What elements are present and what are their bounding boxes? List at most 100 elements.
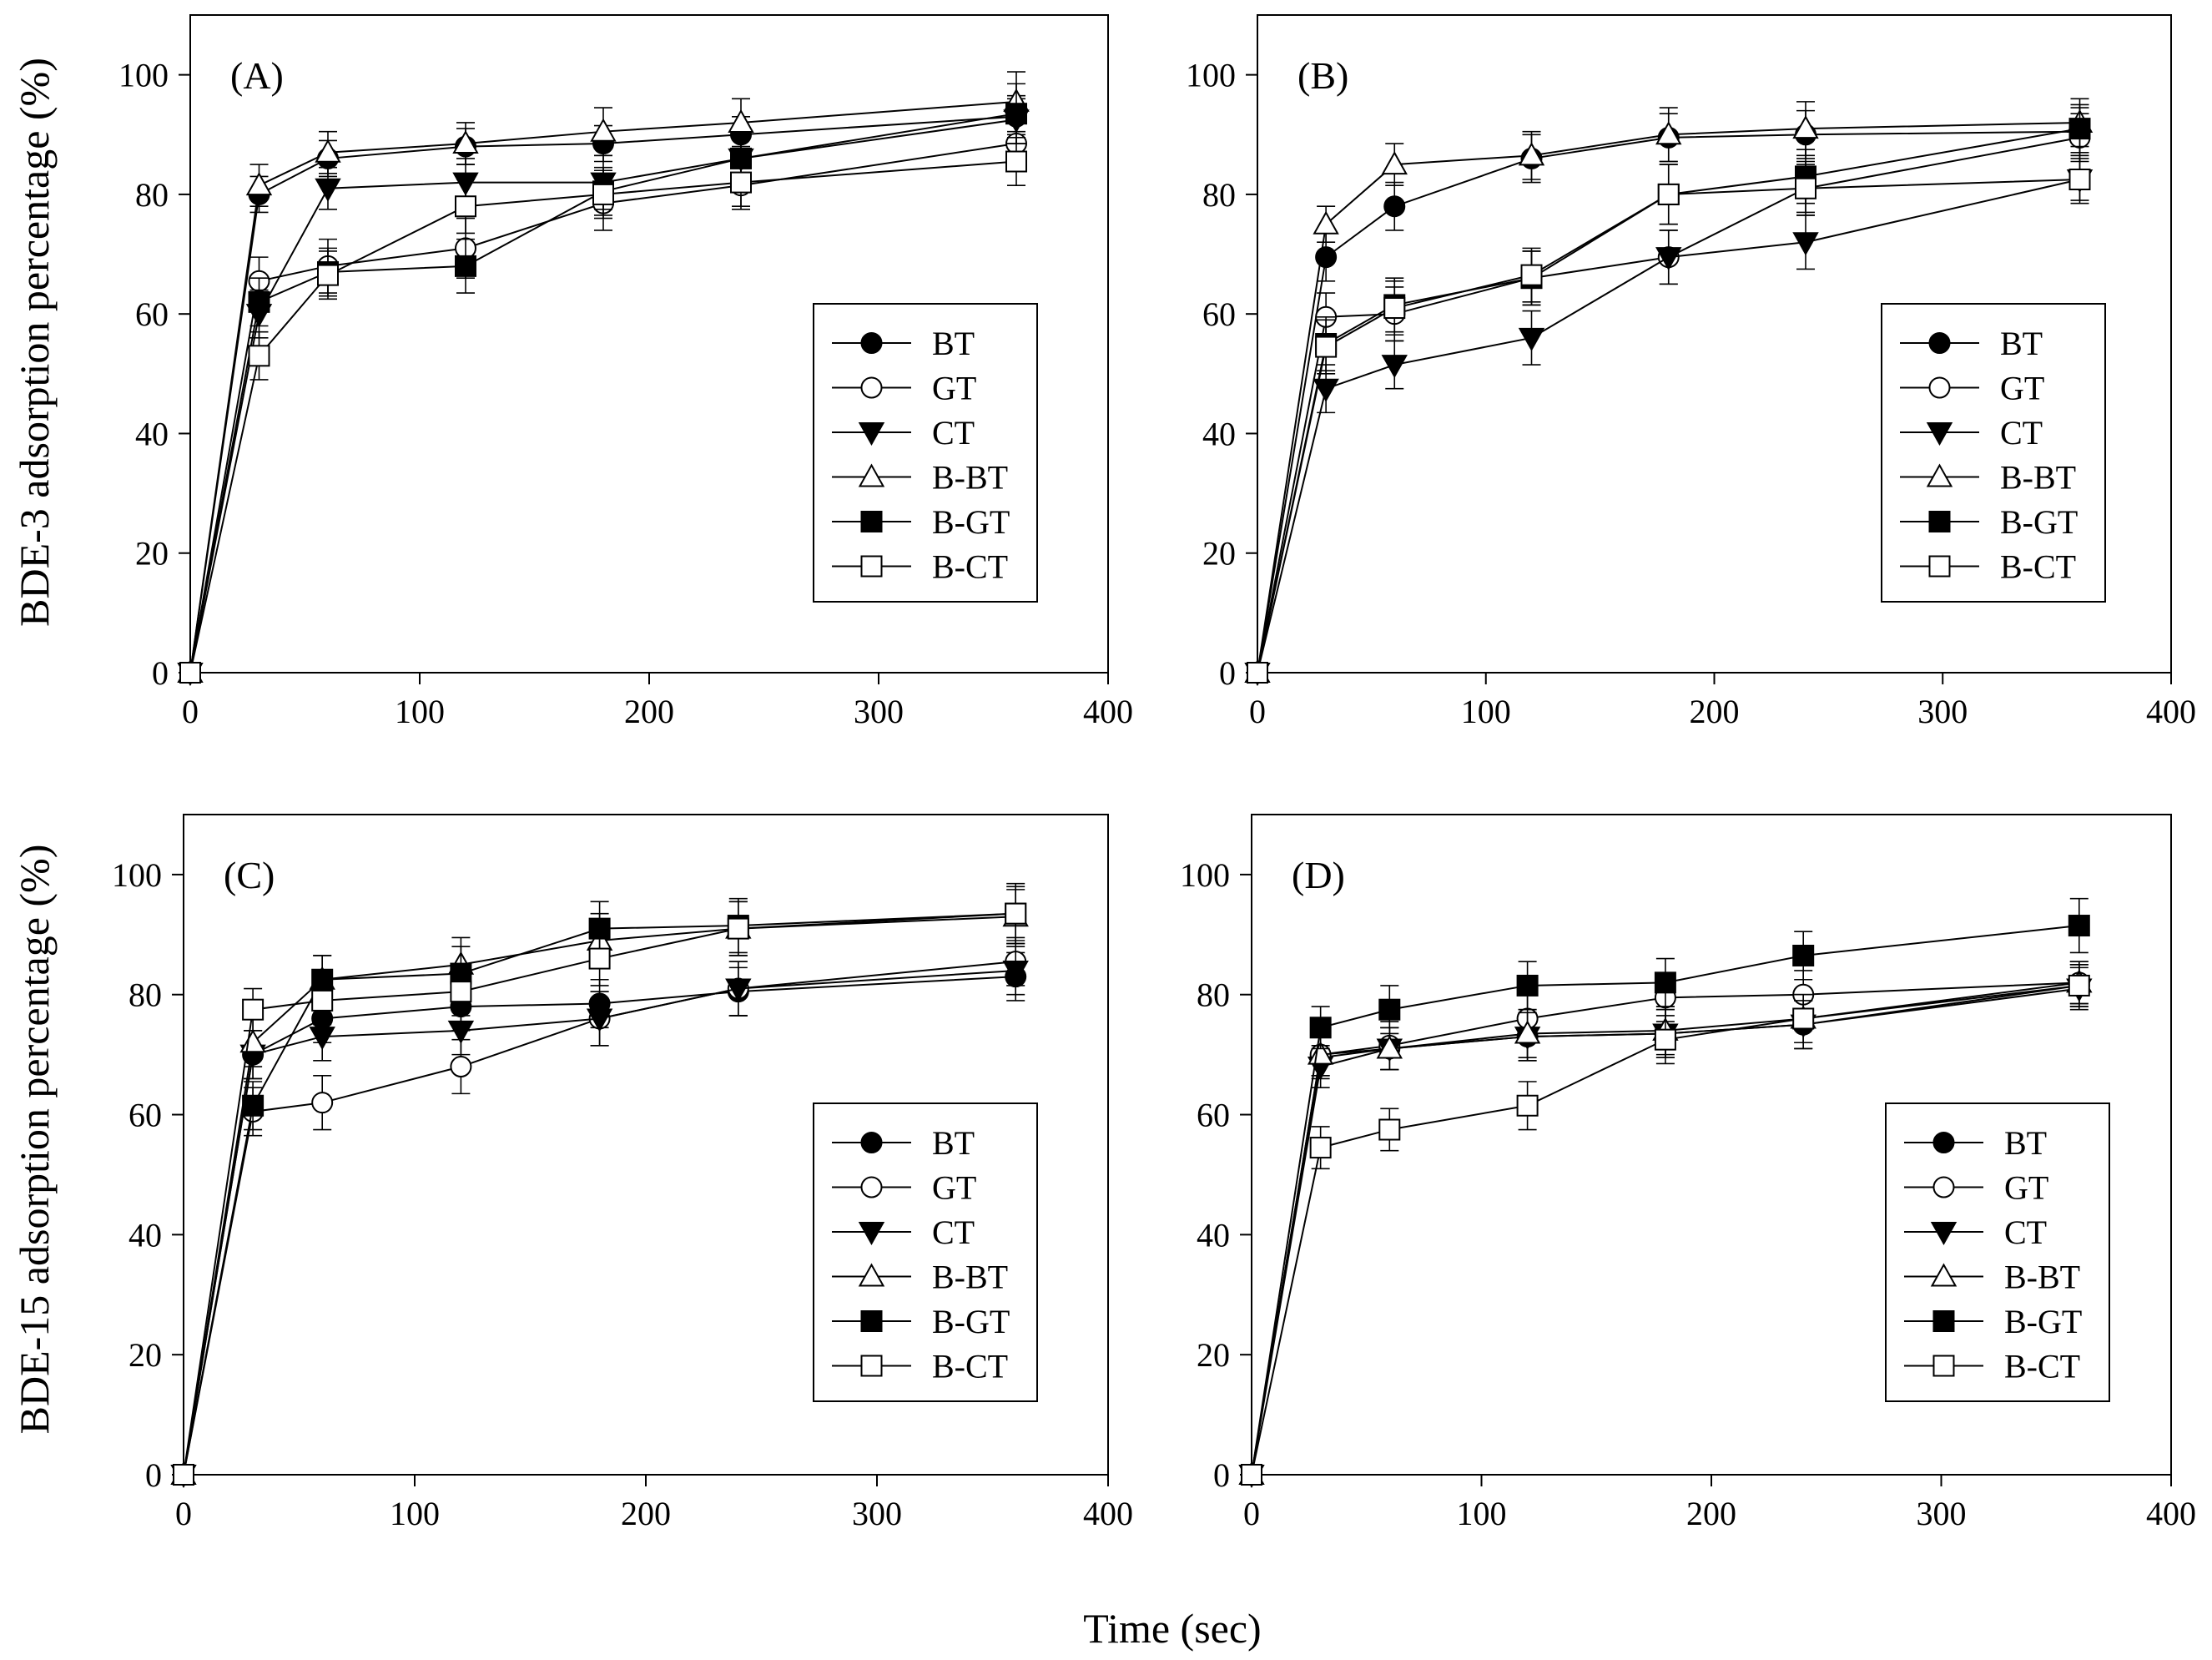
legend-marker — [1928, 555, 1951, 578]
legend-marker — [1930, 1222, 1958, 1246]
data-point — [2068, 974, 2090, 997]
data-point — [1241, 1464, 1262, 1486]
x-tick-label: 200 — [1690, 693, 1740, 730]
legend-label: CT — [2000, 414, 2043, 452]
legend-marker — [860, 1355, 883, 1377]
legend-label: B-CT — [932, 1348, 1008, 1385]
y-tick-label: 80 — [128, 976, 162, 1014]
series-b-ct — [1241, 963, 2090, 1486]
data-point — [1514, 1020, 1541, 1044]
x-tick-label: 200 — [624, 693, 674, 730]
x-tick-label: 0 — [1243, 1495, 1260, 1532]
panel-label: (C) — [224, 854, 275, 896]
data-point — [1002, 960, 1029, 985]
legend-marker — [1926, 422, 1953, 447]
legend-marker — [1926, 463, 1953, 487]
legend-label: BT — [932, 1124, 975, 1162]
data-point — [1005, 150, 1027, 173]
data-point — [311, 989, 334, 1012]
data-point — [1516, 1094, 1539, 1117]
y-tick-label: 60 — [135, 295, 169, 333]
x-tick-label: 400 — [2146, 693, 2196, 730]
data-point — [1792, 115, 1819, 139]
data-point — [1520, 264, 1543, 286]
legend-marker — [1928, 511, 1951, 532]
data-point — [309, 1027, 335, 1051]
y-tick-label: 80 — [135, 176, 169, 214]
y-axis-label-top: BDE-3 adsorption percentage (%) — [11, 58, 58, 627]
legend-marker — [1932, 1310, 1955, 1332]
y-tick-label: 100 — [112, 856, 162, 894]
x-tick-label: 300 — [1917, 693, 1968, 730]
data-point — [1378, 998, 1401, 1021]
legend-marker — [860, 1132, 883, 1153]
y-tick-label: 60 — [1202, 295, 1236, 333]
series-b-ct — [1247, 158, 2091, 684]
y-tick-label: 100 — [1180, 856, 1230, 894]
x-tick-label: 0 — [182, 693, 199, 730]
data-point — [1005, 103, 1027, 125]
legend-label: BT — [932, 325, 975, 362]
data-point — [1654, 1028, 1676, 1051]
data-point — [1657, 183, 1680, 205]
legend-label: CT — [2004, 1213, 2047, 1251]
data-point — [1381, 355, 1408, 379]
y-tick-label: 80 — [1202, 176, 1236, 214]
data-point — [452, 129, 479, 154]
data-point — [2068, 915, 2090, 937]
data-point — [1376, 1035, 1403, 1059]
x-tick-label: 100 — [395, 693, 445, 730]
data-point — [242, 998, 265, 1021]
panel-label: (A) — [230, 54, 284, 97]
legend-label: B-GT — [2000, 503, 2078, 541]
data-point — [1381, 151, 1408, 175]
data-point — [455, 195, 476, 218]
data-point — [450, 981, 472, 1003]
y-tick-label: 20 — [1202, 535, 1236, 573]
x-tick-label: 300 — [1917, 1495, 1967, 1532]
data-point — [1655, 121, 1682, 145]
y-tick-label: 0 — [145, 1456, 162, 1494]
data-point — [1518, 327, 1545, 351]
legend-marker — [860, 1310, 883, 1332]
data-point — [1383, 195, 1406, 218]
x-tick-label: 300 — [854, 693, 904, 730]
data-point — [1792, 1007, 1815, 1030]
panel-a: 0 100 200 300 400 0 20 40 60 80 100 (A) BT GT CT B-BT B-… — [118, 14, 1133, 730]
x-tick-label: 100 — [1461, 693, 1511, 730]
data-point — [725, 978, 752, 1002]
legend-label: CT — [932, 1213, 975, 1251]
data-point — [590, 118, 617, 142]
data-point — [592, 183, 614, 205]
data-point — [450, 1056, 472, 1078]
data-point — [1792, 944, 1815, 966]
data-point — [1313, 210, 1339, 235]
legend-box — [813, 303, 1038, 603]
legend-label: B-CT — [932, 548, 1008, 586]
data-point — [455, 255, 476, 277]
series-b-gt — [1241, 897, 2090, 1486]
data-point — [1383, 297, 1406, 320]
legend-label: B-BT — [932, 459, 1008, 497]
legend-marker — [860, 376, 883, 399]
data-point — [173, 1464, 194, 1486]
y-tick-label: 0 — [1213, 1456, 1230, 1494]
data-point — [1247, 662, 1268, 684]
legend: BT GT CT B-BT B-GT B-CT — [813, 303, 1038, 603]
legend-marker — [1930, 1263, 1958, 1287]
data-point — [1516, 974, 1539, 997]
x-tick-label: 100 — [1457, 1495, 1507, 1532]
y-tick-label: 0 — [152, 654, 169, 692]
data-point — [1309, 1137, 1332, 1159]
panel-b: 0 100 200 300 400 0 20 40 60 80 100 (B) BT GT CT B-BT B-… — [1186, 14, 2196, 730]
data-point — [248, 290, 270, 313]
data-point — [2068, 169, 2091, 190]
data-point — [248, 345, 270, 367]
y-tick-label: 60 — [128, 1097, 162, 1134]
legend-label: B-GT — [932, 1303, 1010, 1340]
legend-label: GT — [2000, 370, 2044, 407]
data-point — [1378, 1118, 1401, 1141]
legend-label: BT — [2000, 325, 2043, 362]
